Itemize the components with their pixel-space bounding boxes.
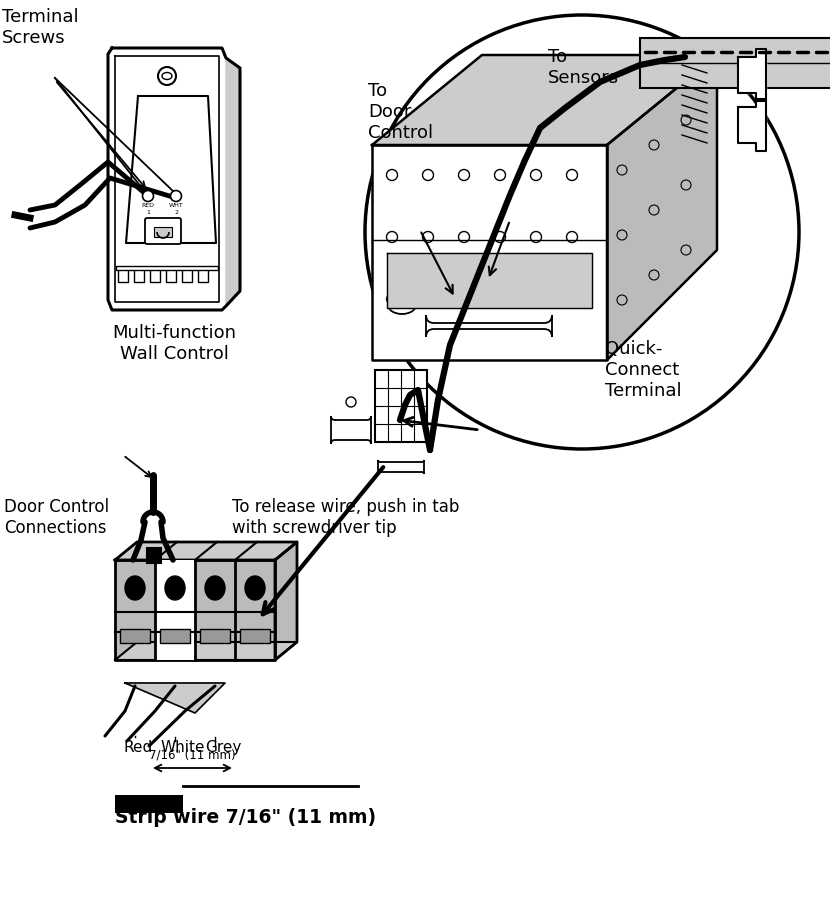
Polygon shape <box>115 560 275 660</box>
Bar <box>166 268 176 282</box>
Polygon shape <box>387 253 592 308</box>
Bar <box>160 629 190 643</box>
Circle shape <box>365 15 799 449</box>
FancyBboxPatch shape <box>145 218 181 244</box>
Text: To release wire, push in tab
with screwdriver tip: To release wire, push in tab with screwd… <box>232 498 459 537</box>
Circle shape <box>422 293 433 304</box>
Circle shape <box>387 169 398 180</box>
Bar <box>240 629 270 643</box>
Text: Grey: Grey <box>205 740 242 755</box>
Text: White: White <box>160 740 204 755</box>
Ellipse shape <box>125 576 145 600</box>
Ellipse shape <box>388 296 416 314</box>
Text: WHT: WHT <box>168 203 183 208</box>
Circle shape <box>387 232 398 243</box>
Circle shape <box>422 232 433 243</box>
Circle shape <box>617 295 627 305</box>
Bar <box>147 548 161 563</box>
Circle shape <box>567 232 578 243</box>
FancyBboxPatch shape <box>426 315 552 337</box>
Ellipse shape <box>205 576 225 600</box>
Text: Quick-
Connect
Terminal: Quick- Connect Terminal <box>605 340 681 400</box>
Bar <box>116 266 218 270</box>
Text: RED: RED <box>141 203 154 208</box>
Text: Strip wire 7/16" (11 mm): Strip wire 7/16" (11 mm) <box>115 808 376 827</box>
Polygon shape <box>126 96 216 243</box>
Circle shape <box>458 169 470 180</box>
Circle shape <box>530 232 541 243</box>
Circle shape <box>495 293 505 304</box>
Text: 2: 2 <box>174 210 178 215</box>
Circle shape <box>458 232 470 243</box>
Text: Red: Red <box>123 740 152 755</box>
Polygon shape <box>738 49 766 101</box>
Circle shape <box>495 169 505 180</box>
FancyBboxPatch shape <box>378 460 424 474</box>
Circle shape <box>567 169 578 180</box>
Bar <box>154 227 172 237</box>
Polygon shape <box>372 145 607 360</box>
Text: 7/16" (11 mm): 7/16" (11 mm) <box>149 749 236 762</box>
Text: Terminal
Screws: Terminal Screws <box>2 8 79 47</box>
Circle shape <box>617 165 627 175</box>
Polygon shape <box>372 55 717 145</box>
Circle shape <box>422 169 433 180</box>
Circle shape <box>617 230 627 240</box>
Circle shape <box>495 232 505 243</box>
Circle shape <box>387 293 398 304</box>
Polygon shape <box>275 542 297 660</box>
Circle shape <box>649 205 659 215</box>
FancyBboxPatch shape <box>331 416 371 444</box>
Bar <box>198 268 208 282</box>
Circle shape <box>158 67 176 85</box>
Text: Multi-function
Wall Control: Multi-function Wall Control <box>112 324 236 363</box>
Bar <box>200 629 230 643</box>
Bar <box>640 38 830 88</box>
Circle shape <box>346 397 356 407</box>
Bar <box>375 370 427 442</box>
Text: To
Door
Control: To Door Control <box>368 82 433 142</box>
Circle shape <box>649 140 659 150</box>
Bar <box>134 268 144 282</box>
Circle shape <box>649 270 659 280</box>
Polygon shape <box>226 58 240 306</box>
Bar <box>156 560 194 660</box>
Circle shape <box>567 293 578 304</box>
Polygon shape <box>738 99 766 151</box>
Polygon shape <box>108 48 240 310</box>
Bar <box>182 268 192 282</box>
Polygon shape <box>125 683 225 713</box>
Bar <box>115 795 183 813</box>
Circle shape <box>681 115 691 125</box>
Circle shape <box>530 293 541 304</box>
Ellipse shape <box>162 73 172 80</box>
Circle shape <box>530 169 541 180</box>
Circle shape <box>143 190 154 201</box>
Circle shape <box>681 245 691 255</box>
Circle shape <box>681 180 691 190</box>
Circle shape <box>458 293 470 304</box>
Text: 1: 1 <box>146 210 150 215</box>
Bar <box>120 629 150 643</box>
Text: To
Sensors: To Sensors <box>548 48 619 86</box>
Bar <box>118 268 128 282</box>
Ellipse shape <box>165 576 185 600</box>
Ellipse shape <box>245 576 265 600</box>
Text: Door Control
Connections: Door Control Connections <box>4 498 109 537</box>
Bar <box>150 268 160 282</box>
Circle shape <box>170 190 182 201</box>
Polygon shape <box>115 542 297 560</box>
Polygon shape <box>115 642 297 660</box>
Polygon shape <box>607 55 717 360</box>
